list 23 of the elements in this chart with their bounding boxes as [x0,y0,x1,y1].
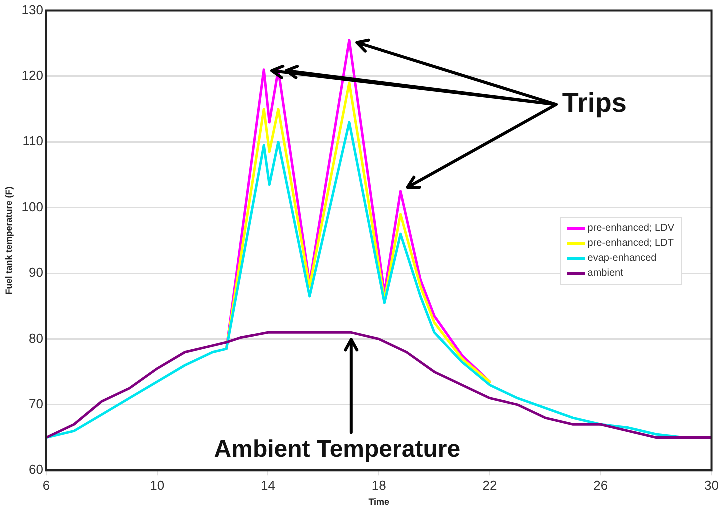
y-tick-label: 130 [22,2,44,18]
y-axis-title: Fuel tank temperature (F) [4,186,14,295]
legend-label: ambient [588,268,624,279]
legend-label: pre-enhanced; LDV [588,222,674,234]
x-tick-label: 14 [261,478,276,493]
y-tick-label: 60 [29,462,44,478]
x-tick-label: 6 [42,478,50,493]
y-tick-label: 120 [22,68,44,84]
x-tick-label: 10 [150,478,165,493]
legend-label: pre-enhanced; LDT [588,238,674,249]
y-tick-label: 70 [29,396,44,412]
annotation: Ambient Temperature [214,436,461,464]
y-tick-label: 110 [22,134,44,149]
legend-label: evap-enhanced [588,252,657,264]
y-tick-label: 100 [22,199,44,214]
x-axis-title: Time [368,497,390,508]
y-tick-label: 80 [29,330,44,346]
x-tick-label: 30 [704,478,720,493]
x-tick-label: 18 [372,478,386,493]
x-tick-label: 26 [594,478,608,493]
x-tick-label: 22 [482,478,498,493]
annotation: Trips [562,88,627,118]
y-tick-label: 90 [29,265,44,280]
